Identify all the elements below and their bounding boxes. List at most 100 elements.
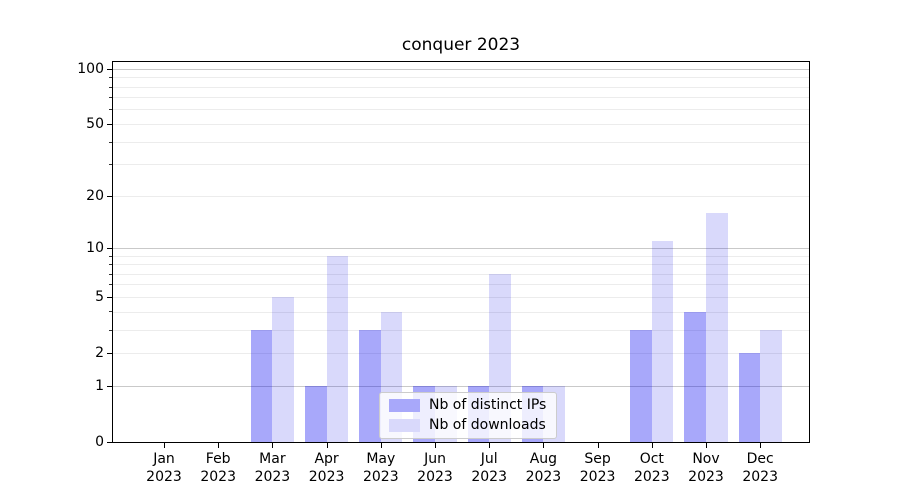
legend-swatch-ips-icon (389, 399, 420, 412)
gridline-minor (113, 284, 809, 286)
x-tick-label: Jul 2023 (457, 450, 521, 486)
y-tick-label: 0 (95, 434, 104, 450)
x-tick-mark (760, 443, 762, 448)
x-tick-mark (218, 443, 220, 448)
x-tick-year: 2023 (633, 469, 670, 485)
x-tick-year: 2023 (146, 469, 182, 485)
gridline-minor (113, 141, 809, 143)
bar-downloads-nov (706, 213, 728, 442)
x-tick-year: 2023 (525, 469, 562, 485)
y-tick-label: 1 (95, 378, 104, 394)
y-minor-tick-mark (109, 109, 112, 111)
gridline-minor (113, 311, 809, 313)
y-minor-tick-mark (109, 77, 112, 79)
x-tick-year: 2023 (254, 469, 291, 485)
x-tick-mark (380, 443, 382, 448)
x-tick-mark (543, 443, 545, 448)
gridline-minor (113, 77, 809, 79)
y-tick-mark (107, 385, 112, 387)
y-minor-tick-mark (109, 86, 112, 88)
x-tick-year: 2023 (579, 469, 616, 485)
x-tick-mark (272, 443, 274, 448)
gridline-minor (113, 296, 809, 298)
x-tick-label: Jun 2023 (403, 450, 467, 486)
gridline-minor (113, 109, 809, 111)
x-tick-month: Feb (205, 451, 231, 467)
x-tick-label: May 2023 (349, 450, 413, 486)
y-tick-label: 100 (77, 61, 104, 78)
bar-ips-dec (738, 353, 761, 442)
gridline-major (113, 385, 809, 387)
legend: Nb of distinct IPs Nb of downloads (379, 392, 558, 439)
x-tick-mark (597, 443, 599, 448)
x-tick-year: 2023 (742, 469, 778, 485)
y-minor-tick-mark (109, 311, 112, 313)
x-tick-year: 2023 (688, 469, 724, 485)
y-minor-tick-mark (109, 164, 112, 166)
legend-label-downloads: Nb of downloads (429, 417, 546, 433)
x-tick-month: Dec (746, 451, 774, 467)
x-tick-year: 2023 (362, 469, 399, 485)
y-tick-mark (107, 195, 112, 197)
bar-ips-apr (304, 386, 327, 442)
x-tick-label: Jan 2023 (132, 450, 196, 486)
gridline-minor (113, 255, 809, 257)
y-tick-label: 50 (86, 116, 104, 133)
y-tick-mark (107, 247, 112, 249)
bar-downloads-dec (760, 330, 782, 442)
gridline-minor (113, 86, 809, 88)
bar-ips-oct (630, 330, 652, 442)
gridline-minor (113, 164, 809, 166)
x-tick-mark (706, 443, 707, 448)
gridline-minor (113, 195, 809, 197)
y-minor-tick-mark (109, 255, 112, 257)
y-tick-mark (107, 441, 112, 443)
bar-ips-mar (250, 330, 273, 442)
x-tick-mark (651, 443, 653, 448)
legend-entry-ips: Nb of distinct IPs (389, 398, 546, 413)
x-tick-month: Mar (259, 451, 286, 467)
gridline-minor (113, 352, 809, 354)
x-tick-mark (164, 443, 165, 448)
x-tick-year: 2023 (200, 469, 236, 485)
chart-title: conquer 2023 (401, 35, 521, 55)
x-tick-label: Nov 2023 (674, 450, 738, 486)
legend-entry-downloads: Nb of downloads (389, 418, 546, 433)
x-tick-month: May (366, 451, 396, 467)
y-minor-tick-mark (109, 97, 112, 99)
y-tick-mark (107, 296, 112, 298)
y-minor-tick-mark (109, 273, 112, 275)
x-tick-year: 2023 (417, 469, 453, 485)
bar-ips-may (359, 330, 381, 442)
x-tick-month: Aug (529, 451, 558, 467)
x-tick-mark (326, 443, 328, 448)
x-tick-mark (489, 443, 491, 448)
y-minor-tick-mark (109, 141, 112, 143)
y-tick-mark (107, 68, 112, 70)
x-tick-month: Jul (480, 451, 498, 467)
gridline-minor (113, 97, 809, 99)
bar-downloads-mar (272, 297, 295, 442)
gridline-major (113, 247, 809, 249)
x-tick-month: Jun (424, 451, 446, 467)
x-tick-label: Apr 2023 (295, 450, 359, 486)
x-tick-year: 2023 (308, 469, 345, 485)
y-tick-label: 2 (95, 345, 104, 362)
x-tick-label: Aug 2023 (511, 450, 575, 486)
bar-ips-nov (684, 312, 706, 442)
gridline-minor (113, 123, 809, 125)
y-minor-tick-mark (109, 329, 112, 331)
x-tick-month: Sep (584, 451, 611, 467)
x-tick-label: Mar 2023 (240, 450, 304, 486)
gridline-minor (113, 264, 809, 266)
gridline-major (113, 68, 809, 70)
legend-swatch-downloads-icon (389, 419, 420, 432)
x-tick-month: Oct (639, 451, 664, 467)
y-tick-label: 10 (86, 240, 104, 257)
y-tick-mark (107, 123, 112, 125)
x-tick-year: 2023 (471, 469, 507, 485)
x-tick-month: Jan (153, 451, 175, 467)
y-tick-label: 20 (86, 188, 104, 205)
gridline-minor (113, 329, 809, 331)
